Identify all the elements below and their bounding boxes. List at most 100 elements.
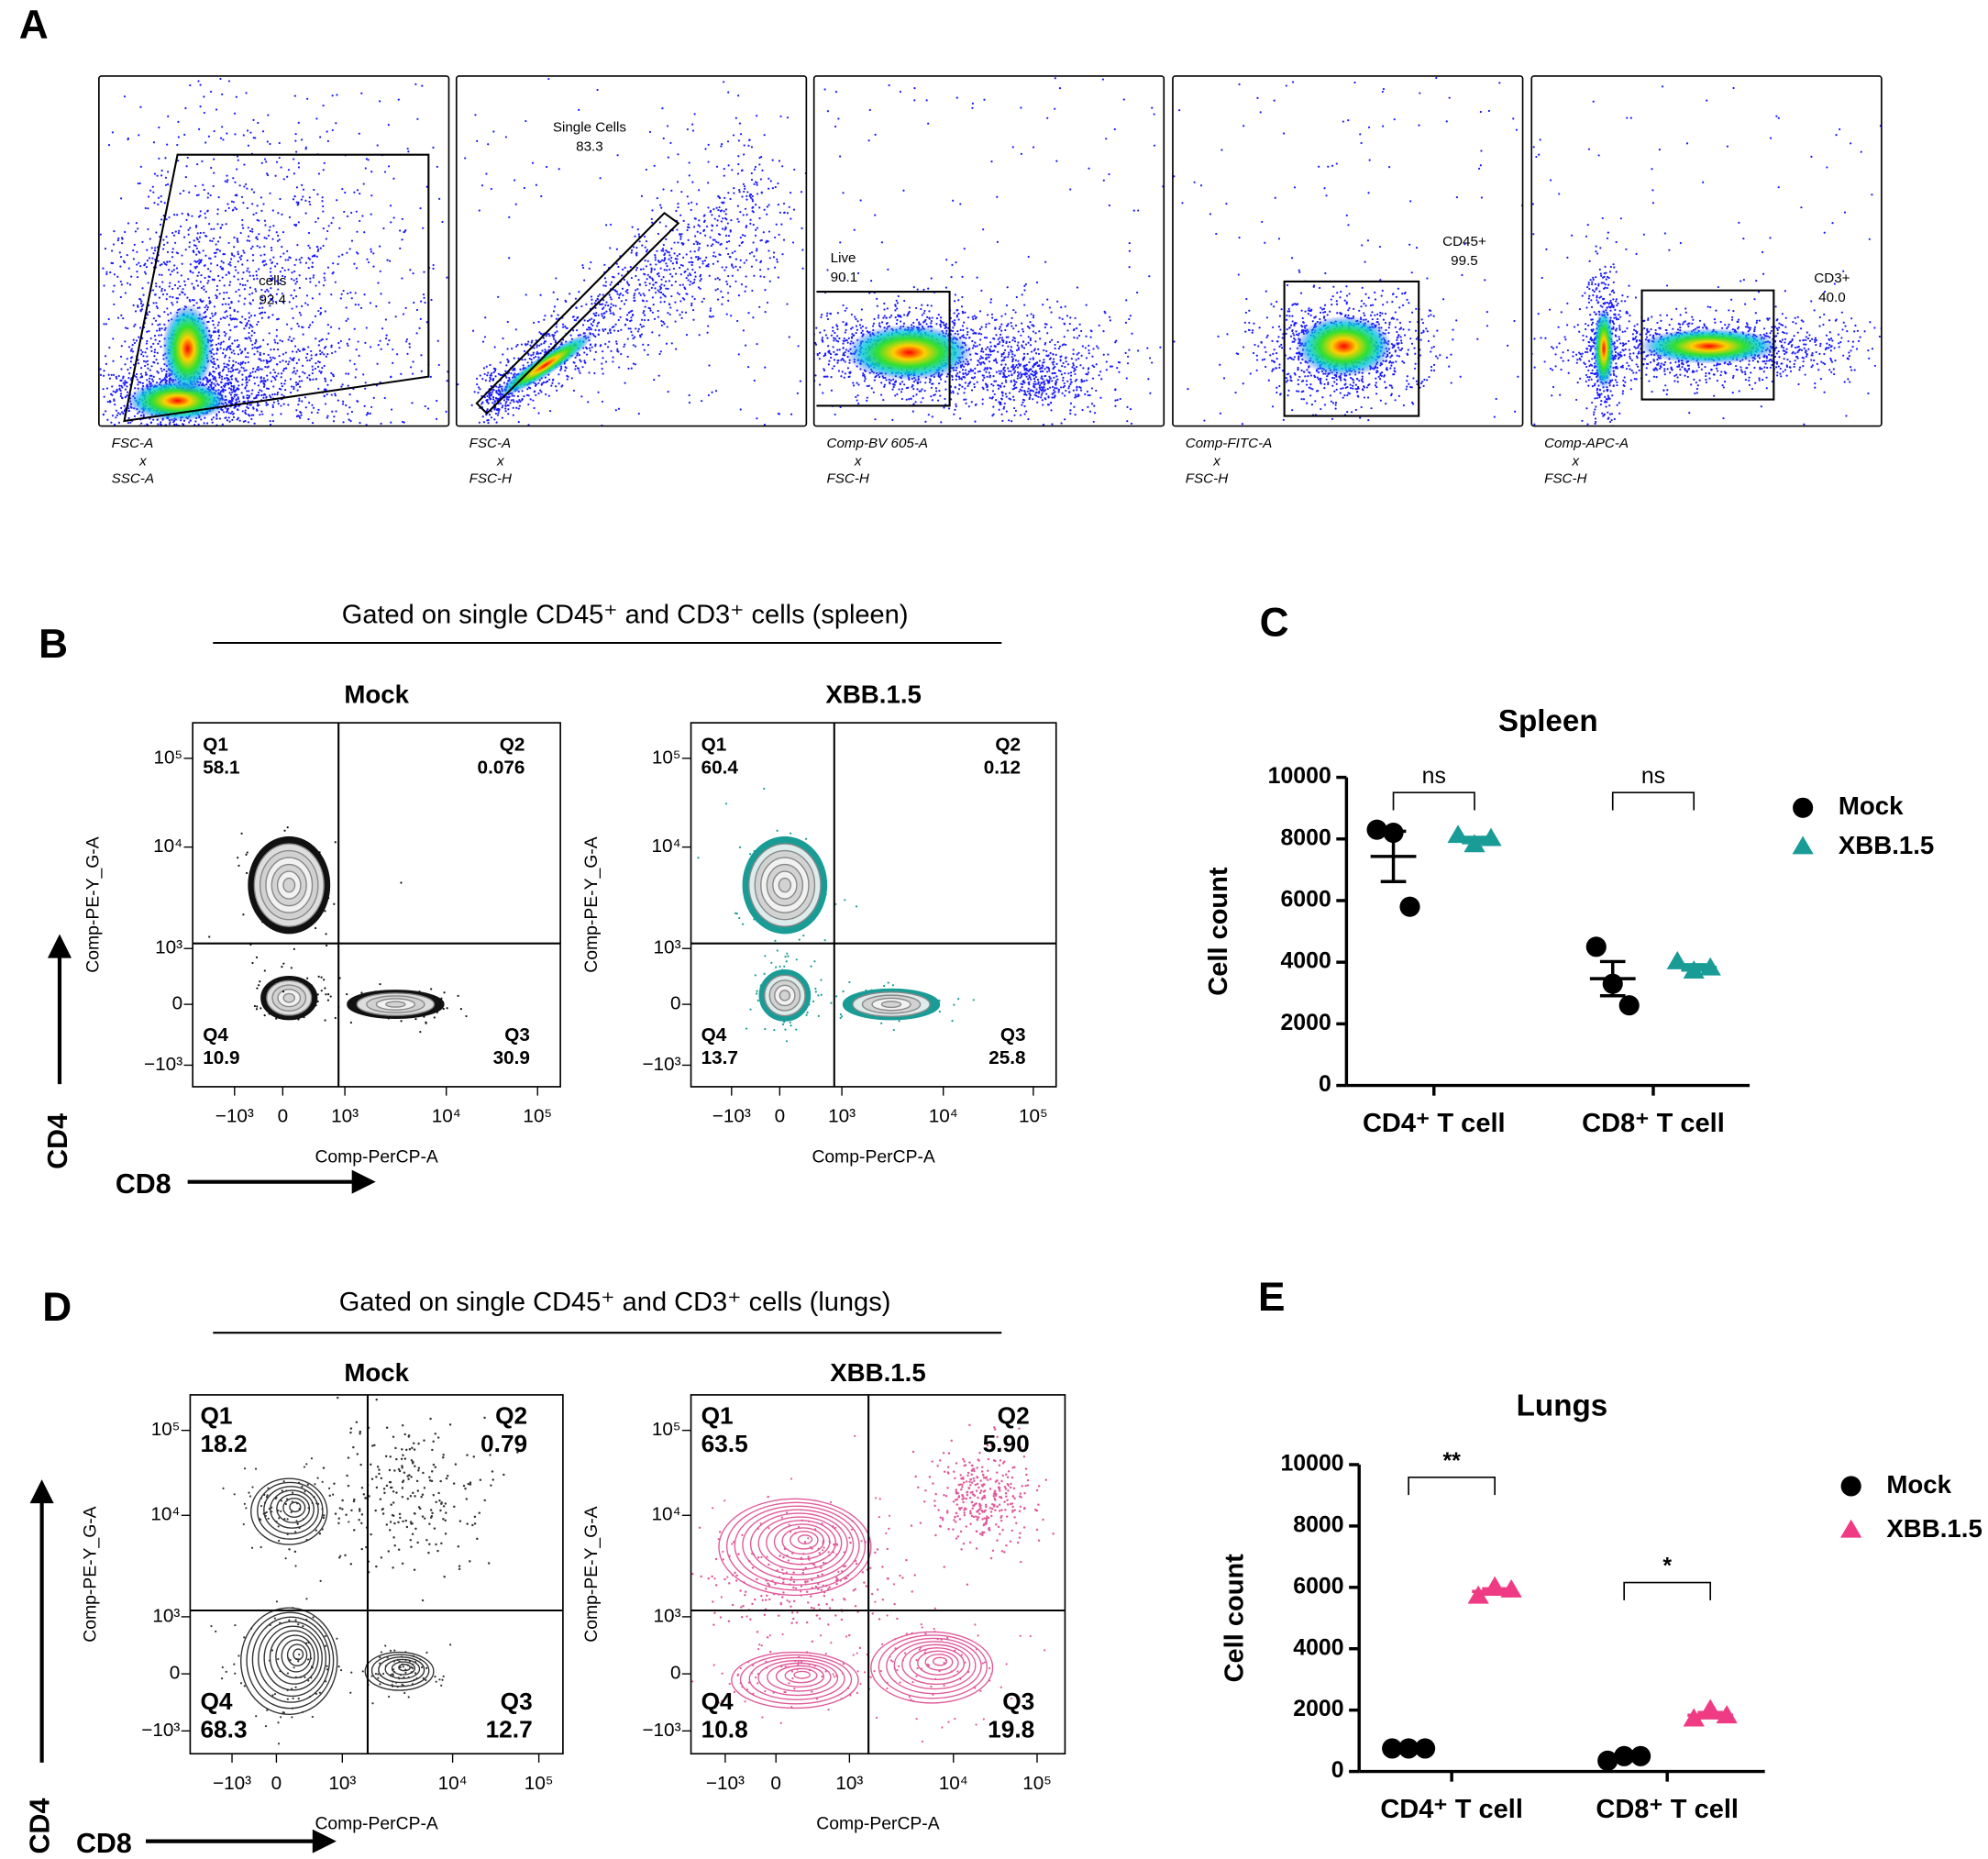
event-dot xyxy=(222,368,225,371)
event-dot xyxy=(281,293,283,295)
event-dot xyxy=(260,254,262,257)
event-dot xyxy=(872,322,876,325)
event-dot xyxy=(533,357,536,360)
event-dot xyxy=(663,301,666,304)
event-dot xyxy=(593,371,596,375)
event-dot xyxy=(191,299,194,302)
event-dot xyxy=(705,265,708,268)
event-dot xyxy=(739,259,742,261)
event-dot xyxy=(221,423,224,426)
event-dot xyxy=(642,343,645,346)
event-dot xyxy=(166,143,169,146)
event-dot xyxy=(203,231,205,234)
event-dot xyxy=(193,449,195,451)
event-dot xyxy=(232,360,235,362)
event-dot xyxy=(495,385,498,388)
event-dot xyxy=(315,220,317,224)
event-dot xyxy=(239,363,242,366)
event-dot xyxy=(207,135,211,138)
event-dot xyxy=(819,331,822,334)
event-dot xyxy=(699,273,702,276)
event-dot xyxy=(224,354,226,357)
event-dot xyxy=(265,402,268,404)
event-dot xyxy=(211,278,215,282)
event-dot xyxy=(233,429,235,431)
event-dot xyxy=(195,224,198,227)
event-dot xyxy=(677,203,679,205)
event-dot xyxy=(250,414,253,416)
event-dot xyxy=(307,451,309,453)
event-dot xyxy=(293,387,295,391)
event-dot xyxy=(291,385,293,388)
event-dot xyxy=(698,334,701,337)
event-dot xyxy=(707,160,710,163)
event-dot xyxy=(626,314,629,316)
event-dot xyxy=(256,346,259,349)
event-dot xyxy=(227,206,230,209)
event-dot xyxy=(280,382,283,385)
event-dot xyxy=(233,275,236,278)
event-dot xyxy=(237,278,239,281)
event-dot xyxy=(291,307,293,310)
event-dot xyxy=(761,169,764,172)
event-dot xyxy=(216,324,219,326)
event-dot xyxy=(284,259,287,261)
event-dot xyxy=(241,373,244,376)
event-dot xyxy=(962,328,965,332)
event-dot xyxy=(150,261,153,264)
event-dot xyxy=(604,328,607,331)
event-dot xyxy=(643,309,646,313)
event-dot xyxy=(149,421,153,425)
event-dot xyxy=(252,213,255,216)
event-dot xyxy=(127,326,129,330)
event-dot xyxy=(660,319,663,323)
event-dot xyxy=(233,246,236,249)
event-dot xyxy=(295,383,298,386)
event-dot xyxy=(749,222,752,226)
event-dot xyxy=(611,275,614,278)
event-dot xyxy=(185,428,187,430)
event-dot xyxy=(223,330,226,334)
event-dot xyxy=(705,225,709,228)
event-dot xyxy=(530,358,533,361)
event-dot xyxy=(749,218,752,221)
event-dot xyxy=(547,394,550,397)
event-dot xyxy=(251,259,255,262)
event-dot xyxy=(608,293,611,296)
event-dot xyxy=(556,330,558,333)
event-dot xyxy=(742,214,745,216)
event-dot xyxy=(121,238,124,240)
event-dot xyxy=(204,141,207,144)
event-dot xyxy=(245,376,248,379)
event-dot xyxy=(233,308,236,312)
event-dot xyxy=(698,189,701,192)
event-dot xyxy=(543,342,546,345)
event-dot xyxy=(604,281,607,283)
event-dot xyxy=(260,381,262,383)
event-dot xyxy=(207,380,210,382)
event-dot xyxy=(527,403,530,406)
event-dot xyxy=(662,188,665,191)
event-dot xyxy=(619,307,622,310)
event-dot xyxy=(557,314,559,316)
event-dot xyxy=(341,383,344,386)
event-dot xyxy=(633,294,635,297)
event-dot xyxy=(204,436,205,437)
event-dot xyxy=(248,271,250,273)
event-dot xyxy=(263,219,267,222)
event-dot xyxy=(560,341,563,344)
event-dot xyxy=(590,295,592,298)
event-dot xyxy=(497,295,500,298)
event-dot xyxy=(436,339,439,342)
event-dot xyxy=(515,400,518,403)
event-dot xyxy=(304,199,307,202)
event-dot xyxy=(751,206,754,209)
event-dot xyxy=(626,355,629,359)
event-dot xyxy=(482,367,486,370)
event-dot xyxy=(295,280,299,283)
event-dot xyxy=(156,174,159,177)
event-dot xyxy=(298,400,301,403)
event-dot xyxy=(205,380,208,382)
event-dot xyxy=(251,343,254,347)
event-dot xyxy=(145,266,149,269)
